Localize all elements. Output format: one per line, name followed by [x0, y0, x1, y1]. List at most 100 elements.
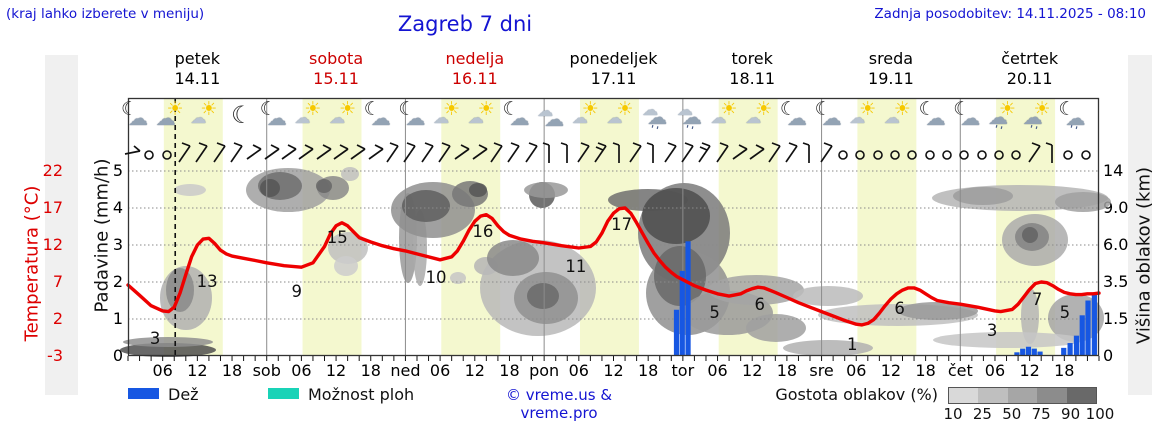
wind-barb-icon [401, 141, 418, 167]
wind-barb-icon [384, 141, 401, 167]
cloud-blob [487, 240, 539, 276]
wind-barb-icon [124, 141, 141, 167]
hour-tick-label: 06 [568, 361, 589, 380]
temperature-label: 16 [472, 222, 493, 241]
wind-calm-icon [974, 141, 991, 167]
day-abbrev-label: sre [809, 361, 834, 380]
wind-calm-icon [835, 141, 852, 167]
day-name-sreda: sreda [868, 49, 914, 68]
weather-icon-sun-cloud: ☀ ☁ [847, 100, 883, 138]
density-tick-label: 25 [972, 405, 992, 423]
cloud-icon: ☁ [925, 106, 946, 130]
wind-calm-icon [956, 141, 973, 167]
wind-barb-icon [662, 141, 679, 167]
wind-barb-icon [453, 141, 470, 167]
wind-barb-icon [558, 141, 575, 167]
cloud-height-tick: 0 [1103, 346, 1114, 365]
temperature-label: 15 [327, 228, 348, 247]
cloud-icon: ☁ [676, 100, 693, 119]
cloud-icon: ☁ [987, 105, 1008, 129]
wind-barb-icon [610, 141, 627, 167]
moon-icon: ☾ [502, 98, 520, 120]
daylight-band [302, 98, 362, 356]
weather-icon-moon-cloud: ☾ ☁ [951, 100, 987, 138]
weather-icon-sun-cloud: ☀ ☁ [327, 100, 363, 138]
weather-icon-moon-cloud: ☾ ☁ [396, 100, 432, 138]
cloud-blob [1055, 192, 1111, 212]
moon-icon: ☾ [918, 98, 936, 120]
rain-bar [1085, 300, 1091, 356]
gradient-segment [949, 388, 979, 403]
weather-icon-moon-cloud: ☾ ☁ [258, 100, 294, 138]
sun-icon: ☀ [477, 98, 495, 120]
moon-icon: ☾ [121, 98, 139, 120]
rain-bar [1037, 351, 1043, 356]
day-date: 16.11 [451, 69, 498, 88]
hour-tick-label: 18 [776, 361, 798, 380]
wind-barb-icon [332, 141, 349, 167]
cloud-icon: ☁ [681, 105, 702, 129]
wind-barb-icon [436, 141, 453, 167]
wind-barb-icon [505, 141, 522, 167]
gradient-segment [1066, 388, 1096, 403]
rain-bar [1031, 348, 1037, 356]
wind-calm-icon [1060, 141, 1077, 167]
temp-tick: 2 [52, 309, 63, 328]
moon-icon: ☾ [814, 98, 832, 120]
temperature-label: 6 [894, 299, 905, 318]
wind-barb-icon [575, 141, 592, 167]
wind-barb-icon [1043, 141, 1060, 167]
cloud-blob [642, 188, 710, 244]
cloud-icon: ☁ [509, 106, 530, 130]
weather-icon-sun-cloud: ☀ ☁ [882, 100, 918, 138]
cloud-blob [1022, 227, 1038, 243]
wind-calm-icon [904, 141, 921, 167]
day-name-ponedeljek: ponedeljek [569, 49, 658, 68]
wind-barb-icon [783, 141, 800, 167]
rain-legend-label: Dež [168, 385, 199, 404]
wind-barb-icon [731, 141, 748, 167]
wind-calm-icon [159, 141, 176, 167]
temp-tick: 17 [42, 198, 63, 217]
menu-hint-text: (kraj lahko izberete v meniju) [6, 6, 205, 22]
wind-calm-icon [991, 141, 1008, 167]
rain-drops-icon: '' [1068, 123, 1081, 138]
wind-calm-icon [852, 141, 869, 167]
moon-icon: ☾ [1058, 98, 1076, 120]
wind-calm-icon [922, 141, 939, 167]
wind-barb-icon [696, 141, 713, 167]
cloud-blob [933, 332, 1083, 348]
rain-bar [673, 309, 680, 356]
day-name-petek: petek [174, 49, 221, 68]
hour-tick-label: 12 [603, 361, 624, 380]
sun-icon: ☀ [443, 98, 461, 120]
cloud-icon: ☁ [571, 108, 588, 127]
rain-bar [1061, 347, 1067, 356]
weather-icon-moon-cloud: ☾ ☁ [778, 100, 814, 138]
cloud-height-tick: 3.5 [1103, 272, 1129, 291]
rain-drops-icon: '' [683, 123, 697, 138]
weather-icon-sun-cloud: ☀ ☁ [743, 100, 779, 138]
day-date: 20.11 [1006, 69, 1053, 88]
weather-icon-cloud-sun: ☀ ☁ [154, 100, 190, 138]
temperature-label: 7 [1032, 290, 1043, 309]
temperature-label: 13 [197, 272, 218, 291]
cloud-icon: ☁ [1065, 106, 1086, 130]
temperature-label: 5 [1060, 303, 1071, 322]
cloud-blob [174, 184, 206, 196]
cloud-icon: ☁ [370, 106, 391, 130]
day-abbrev-label: pon [529, 361, 560, 380]
hour-tick-label: 06 [984, 361, 1006, 380]
wind-barb-icon [766, 141, 783, 167]
temperature-label: 9 [292, 282, 303, 301]
precip-tick: 0 [112, 346, 123, 365]
weather-icon-sun-cloud-rain: ☀ ☁ '' [1021, 100, 1057, 138]
wind-barb-icon [245, 141, 262, 167]
temperature-label: 5 [709, 303, 720, 322]
rain-bar [685, 241, 691, 356]
precip-tick: 4 [112, 198, 123, 217]
cloud-icon: ☁ [745, 108, 762, 127]
hour-tick-label: 18 [637, 361, 659, 380]
wind-barb-icon [193, 141, 210, 167]
moon-icon: ☾ [953, 98, 971, 120]
